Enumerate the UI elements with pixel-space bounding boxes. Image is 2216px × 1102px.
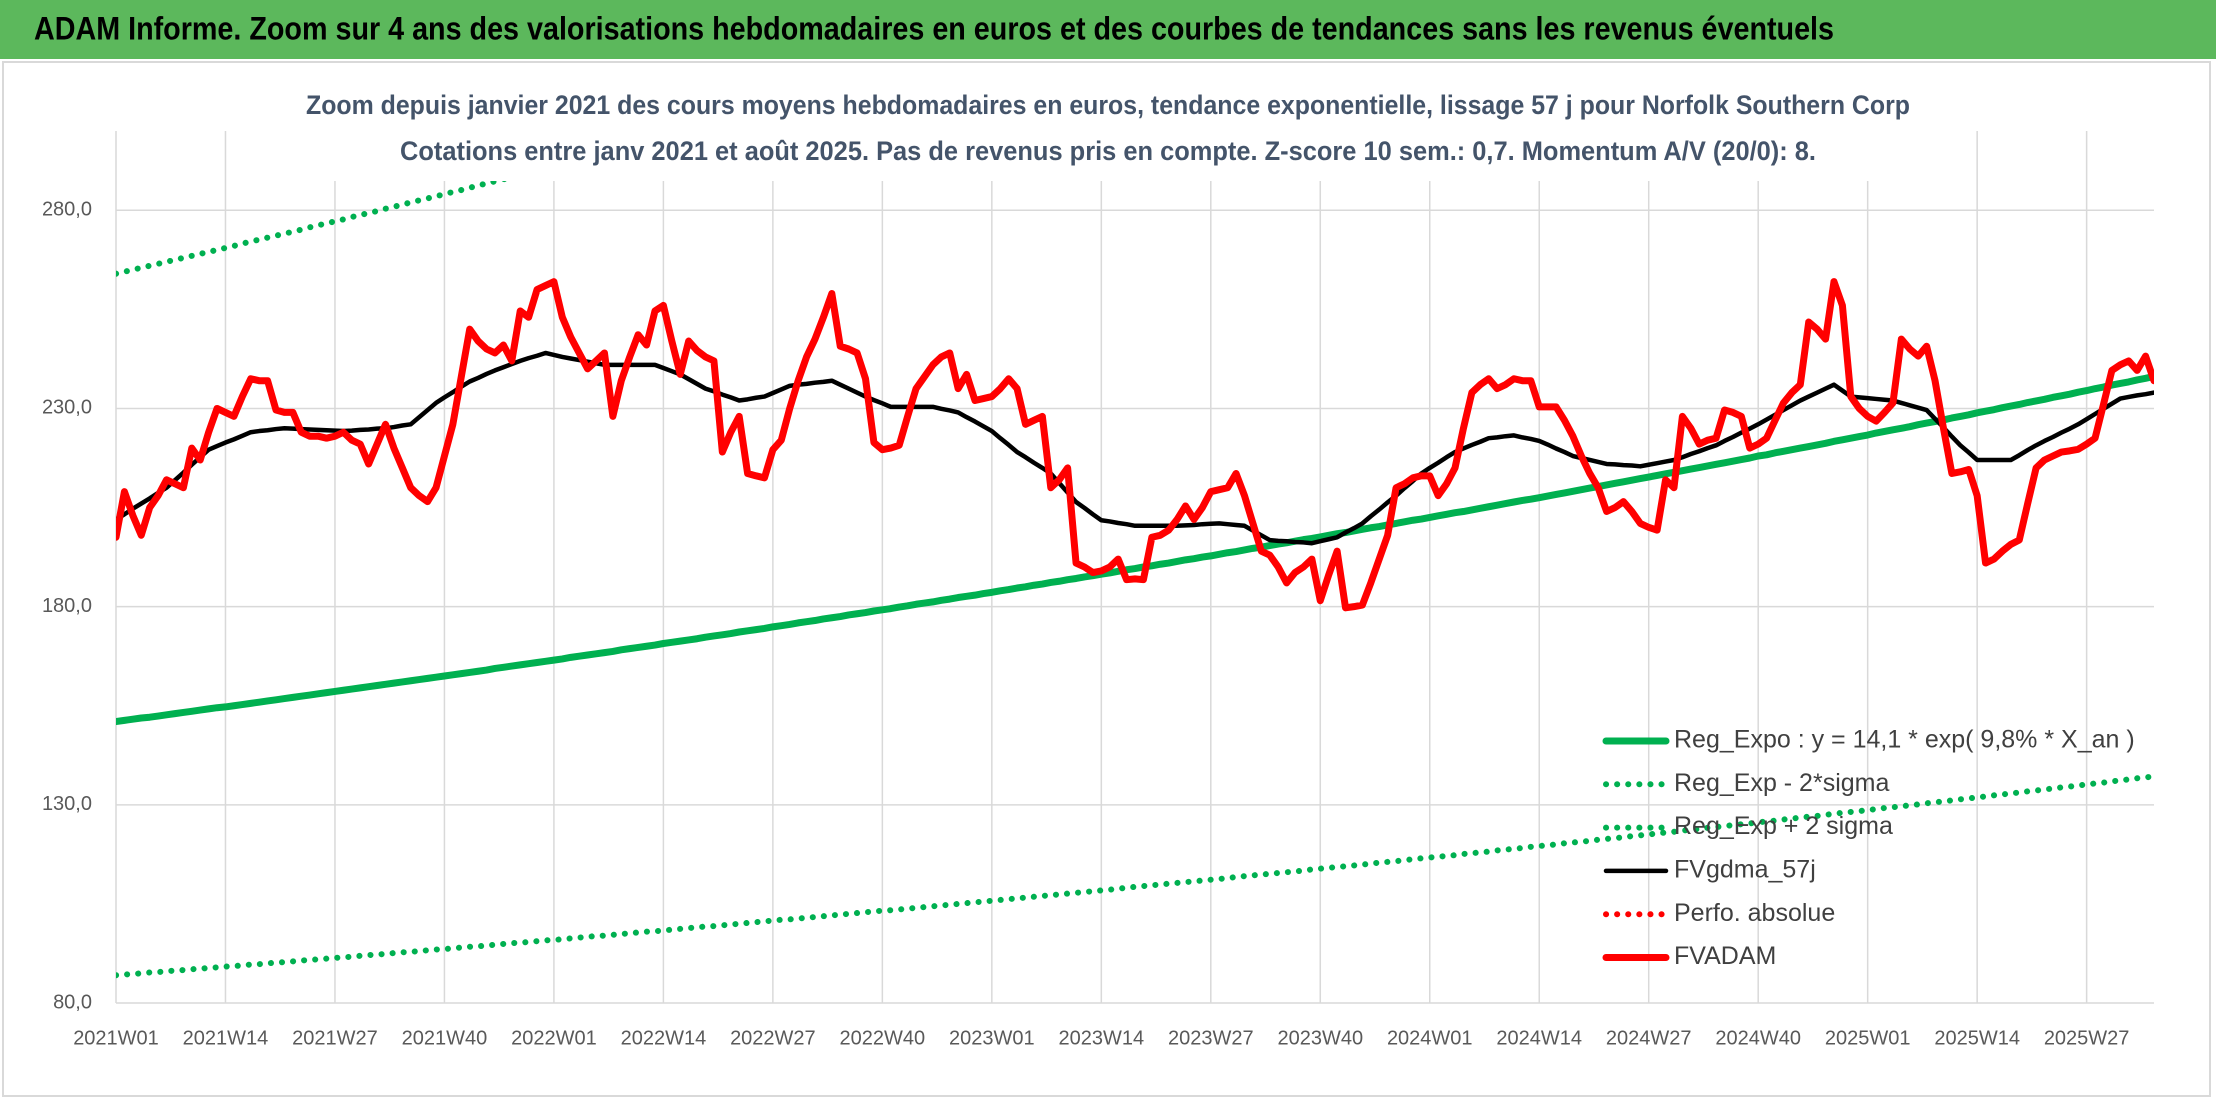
x-tick-label: 2024W14: [1496, 1027, 1582, 1049]
series-line: [116, 372, 2154, 726]
x-tick-label: 2022W14: [621, 1027, 707, 1049]
x-tick-label: 2023W27: [1168, 1027, 1254, 1049]
plot-area: [116, 131, 2154, 979]
title-box: [297, 80, 1908, 181]
axes: 80,0 130,0 180,0 230,0 280,0 2021W01 2021W14 20…: [42, 199, 2130, 1050]
x-tick-label: 2024W27: [1606, 1027, 1692, 1049]
legend-label: FVgdma_57j: [1674, 856, 1816, 884]
x-tick-label: 2023W14: [1059, 1027, 1145, 1049]
y-tick-label: 280,0: [42, 199, 92, 221]
legend-label: Reg_Exp - 2*sigma: [1674, 769, 1889, 797]
y-tick-label: 180,0: [42, 595, 92, 617]
x-tick-label: 2022W27: [730, 1027, 816, 1049]
x-tick-label: 2022W40: [840, 1027, 926, 1049]
x-tick-label: 2024W01: [1387, 1027, 1473, 1049]
x-tick-label: 2025W01: [1825, 1027, 1911, 1049]
series-line: [116, 773, 2154, 979]
chart-frame: [2, 61, 2211, 1097]
legend-label: FVADAM: [1674, 942, 1776, 970]
legend-label: Perfo. absolue: [1674, 899, 1835, 927]
legend-label: Reg_Expo : y = 14,1 * exp( 9,8% * X_an ): [1674, 726, 2135, 754]
legend: Reg_Expo : y = 14,1 * exp( 9,8% * X_an )…: [1602, 726, 2135, 970]
grid: [115, 131, 2154, 1004]
x-tick-label: 2021W01: [73, 1027, 159, 1049]
y-tick-label: 130,0: [42, 793, 92, 815]
header-title: ADAM Informe. Zoom sur 4 ans des valoris…: [34, 10, 1834, 46]
series-line: [116, 278, 2154, 612]
x-tick-label: 2025W27: [2044, 1027, 2130, 1049]
x-tick-label: 2025W14: [1934, 1027, 2020, 1049]
x-tick-label: 2021W14: [183, 1027, 269, 1049]
chart-subtitle: Cotations entre janv 2021 et août 2025. …: [400, 136, 1816, 166]
y-tick-label: 230,0: [42, 397, 92, 419]
legend-label: Reg_Exp + 2 sigma: [1674, 812, 1893, 840]
header-bar: [0, 0, 2216, 59]
x-tick-label: 2024W40: [1715, 1027, 1801, 1049]
x-tick-label: 2023W40: [1277, 1027, 1363, 1049]
x-tick-label: 2023W01: [949, 1027, 1035, 1049]
x-tick-label: 2021W40: [402, 1027, 488, 1049]
x-tick-label: 2022W01: [511, 1027, 597, 1049]
y-tick-label: 80,0: [53, 991, 92, 1013]
chart-title: Zoom depuis janvier 2021 des cours moyen…: [306, 90, 1910, 120]
x-tick-label: 2021W27: [292, 1027, 378, 1049]
